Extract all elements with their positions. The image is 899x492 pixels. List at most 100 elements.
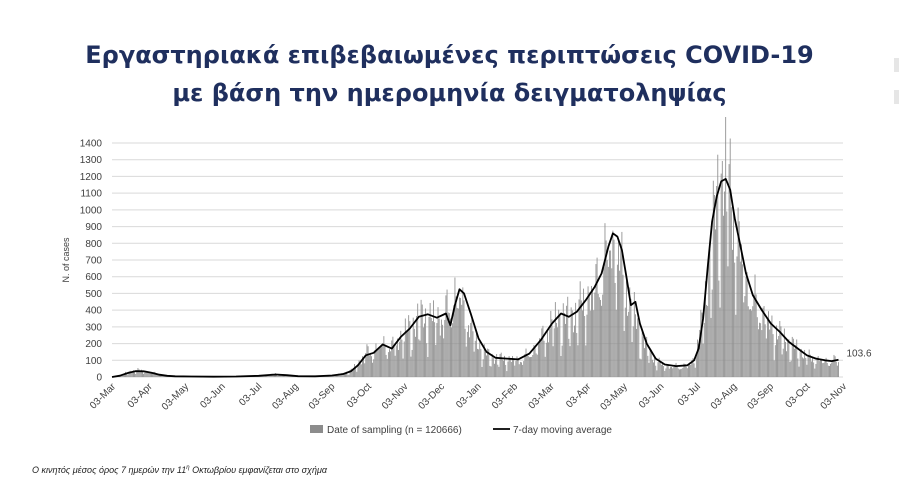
bar: [562, 303, 564, 377]
y-tick-label: 1100: [80, 189, 102, 200]
bar: [395, 345, 397, 377]
bar: [729, 138, 731, 377]
bar: [645, 342, 647, 377]
bar: [552, 346, 554, 377]
bar: [806, 364, 808, 377]
bar: [334, 375, 336, 377]
bar: [795, 345, 797, 377]
bar: [500, 352, 502, 377]
bar: [462, 287, 464, 377]
bar: [584, 315, 586, 377]
bar: [435, 344, 437, 377]
bar: [385, 354, 387, 377]
bar: [604, 223, 606, 377]
bar: [527, 356, 529, 377]
bar: [419, 340, 421, 377]
bar: [799, 351, 801, 377]
bar: [829, 365, 830, 377]
bar: [694, 367, 696, 377]
bar: [400, 330, 402, 377]
bar: [776, 325, 777, 377]
bar: [541, 328, 543, 377]
bar: [812, 358, 813, 377]
bar: [421, 304, 423, 377]
bar: [332, 375, 334, 377]
x-tick-label: 03-Sep: [307, 381, 338, 412]
title-line-2: με βάση την ημερομηνία δειγματοληψίας: [172, 79, 727, 107]
x-tick-label: 03-Apr: [564, 381, 593, 410]
bar: [706, 304, 707, 377]
bar: [374, 350, 376, 377]
bar: [589, 310, 591, 377]
bar: [609, 250, 610, 377]
bar: [396, 338, 398, 377]
bar: [769, 329, 771, 377]
bar: [371, 356, 372, 377]
bar: [365, 353, 367, 377]
bar: [730, 207, 732, 377]
bar: [522, 364, 524, 377]
bar: [469, 337, 471, 377]
bar: [474, 340, 476, 377]
bar: [640, 359, 642, 377]
bar: [607, 266, 609, 377]
bar: [574, 325, 575, 377]
bar: [123, 373, 125, 377]
bar: [542, 325, 544, 377]
bar: [512, 356, 513, 377]
bar: [744, 296, 746, 377]
bar: [513, 359, 515, 377]
bar: [484, 351, 486, 377]
bar: [764, 324, 766, 377]
bar: [138, 369, 140, 377]
bar: [407, 330, 408, 377]
bar: [691, 360, 693, 377]
chart-title: Εργαστηριακά επιβεβαιωμένες περιπτώσεις …: [0, 36, 899, 112]
bar: [560, 356, 562, 377]
bar: [571, 310, 573, 377]
bar: [822, 363, 824, 377]
bar: [808, 349, 810, 377]
bar: [142, 371, 143, 377]
bar: [442, 324, 443, 377]
bar: [540, 341, 542, 377]
bar: [700, 309, 702, 377]
x-tick-label: 03-Mar: [88, 381, 119, 412]
bar: [721, 160, 723, 377]
bar: [683, 363, 685, 377]
bar: [489, 365, 491, 377]
bar: [537, 343, 539, 377]
bar: [394, 355, 396, 377]
bar: [518, 364, 520, 377]
bar: [814, 368, 816, 377]
bar: [523, 361, 525, 377]
y-tick-label: 100: [85, 356, 102, 367]
bar: [701, 312, 703, 377]
bar: [516, 356, 518, 377]
bar: [547, 330, 548, 377]
bar: [614, 282, 616, 377]
bar: [566, 305, 568, 377]
bar: [404, 318, 406, 377]
bar: [503, 360, 504, 377]
bar: [470, 323, 472, 377]
bar: [413, 328, 415, 377]
bar: [360, 364, 362, 377]
bar: [654, 357, 656, 377]
bar: [507, 361, 509, 377]
bar: [445, 295, 447, 377]
bar: [613, 239, 615, 377]
bar: [429, 302, 431, 377]
bar: [628, 311, 630, 377]
bar: [827, 365, 829, 377]
bar: [813, 362, 815, 377]
last-value-label: 103.6: [846, 349, 871, 360]
bar: [398, 350, 399, 377]
bar: [580, 300, 582, 377]
bar: [832, 361, 834, 377]
bar: [597, 294, 599, 377]
bar: [336, 375, 337, 377]
bar: [155, 373, 157, 377]
bar: [139, 371, 141, 377]
bar: [343, 374, 345, 377]
